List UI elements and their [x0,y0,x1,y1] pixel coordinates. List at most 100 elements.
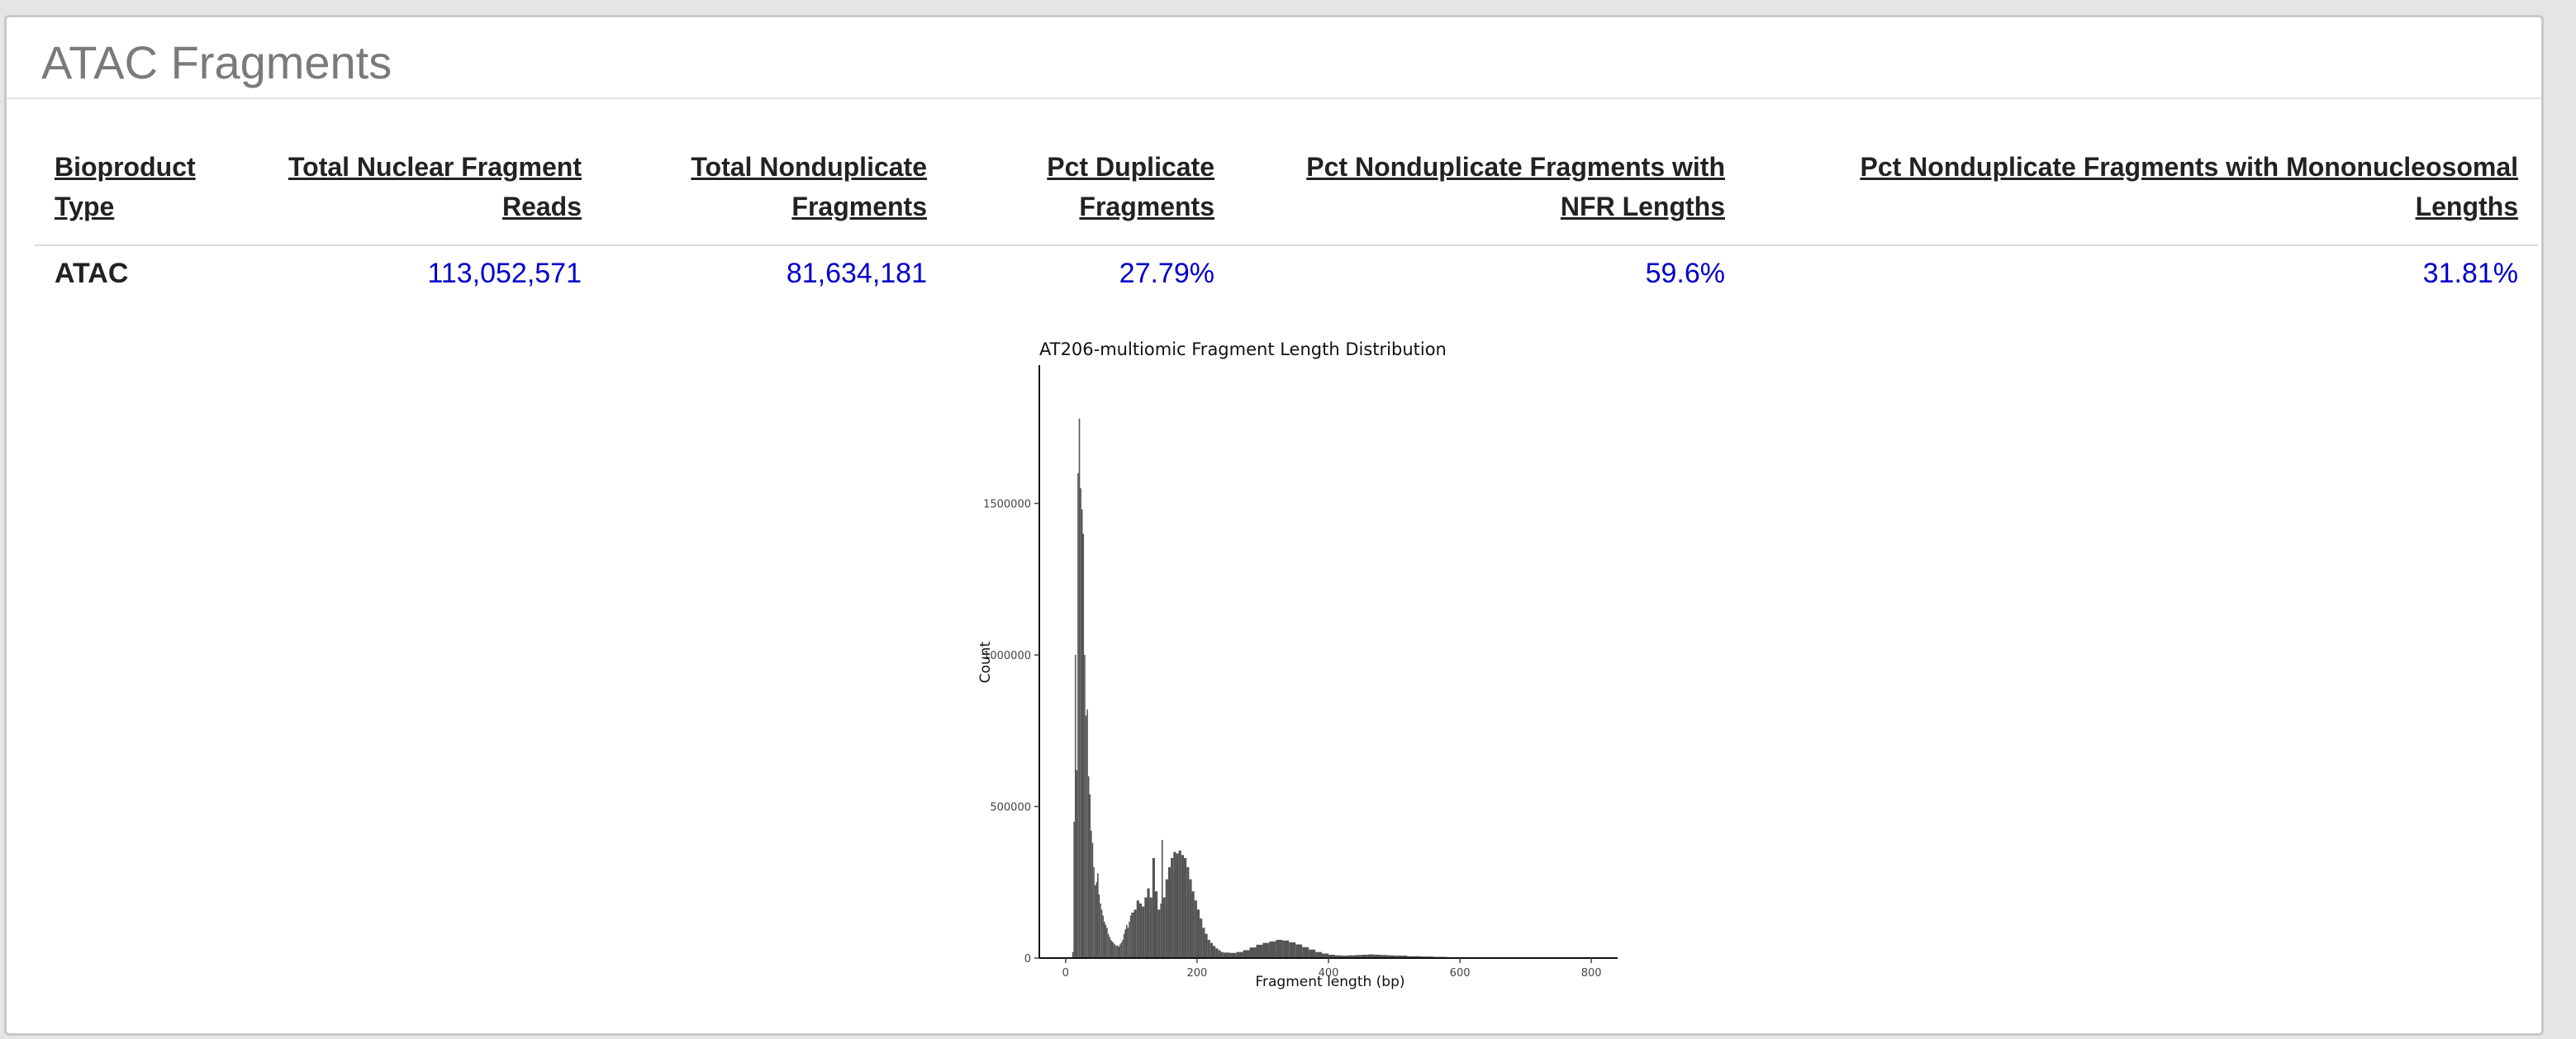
histogram-bar [1076,770,1078,958]
histogram-bar [1149,897,1153,958]
histogram-bar [1127,928,1129,958]
histogram-bar [1114,944,1116,958]
histogram-bar [1111,941,1114,958]
histogram-bar [1354,955,1362,958]
histogram-bar [1328,954,1335,958]
histogram-bar [1249,947,1257,958]
histogram-bar [1123,933,1125,958]
histogram-bar [1191,891,1195,958]
metrics-table: Bioproduct Type Total Nuclear Fragment R… [35,135,2538,301]
histogram-bar [1178,850,1181,958]
cell-bioproduct-type: ATAC [55,258,129,289]
x-axis: 0 200 400 600 800 [1039,957,1618,980]
histogram-bar [1093,866,1095,958]
cell-pct-nfr-lengths: 59.6% [1645,258,1725,289]
histogram-bars [1072,418,1593,958]
histogram-bar [1120,942,1123,958]
histogram-bar [1176,853,1179,958]
header-total-nonduplicate-fragments: Total Nonduplicate Fragments [601,135,947,246]
histogram-bar [1115,946,1117,958]
histogram-bar [1315,951,1323,958]
fragment-length-histogram: AT206-multiomic Fragment Length Distribu… [977,339,1618,990]
y-tick-label: 1500000 [983,499,1031,511]
histogram-bar [1347,955,1355,958]
panel-header: ATAC Fragments [7,17,2541,99]
histogram-bar [1089,794,1091,958]
histogram-bar [1189,879,1192,958]
histogram-bar [1361,954,1368,958]
header-pct-duplicate-fragments: Pct Duplicate Fragments [947,135,1234,246]
histogram-bar [1136,900,1139,958]
histogram-bar [1155,891,1158,958]
histogram-bar [1394,956,1408,958]
histogram-bar [1100,903,1101,958]
histogram-bar [1387,955,1395,958]
table-row: ATAC 113,052,571 81,634,181 27.79% 59.6%… [35,245,2538,301]
histogram-bar [1218,950,1221,958]
histogram-bar [1341,956,1348,958]
histogram-bar [1184,857,1187,958]
histogram-bar [1215,948,1219,958]
histogram-bar [1129,921,1130,958]
histogram-bar [1167,866,1172,958]
histogram-bar [1110,939,1112,958]
histogram-bar [1269,941,1276,958]
chart-title: AT206-multiomic Fragment Length Distribu… [1039,339,1447,359]
histogram-bar [1103,921,1105,958]
histogram-bar [1256,944,1263,958]
header-bioproduct-type: Bioproduct Type [35,135,264,246]
histogram-bar [1091,842,1094,958]
histogram-bar [1098,894,1100,958]
x-axis-label: Fragment length (bp) [1255,974,1404,990]
histogram-bar [1309,949,1316,958]
histogram-bar [1194,900,1197,958]
histogram-bar [1196,909,1200,958]
y-axis-label: Count [977,641,994,683]
histogram-bar [1086,709,1088,958]
y-axis: 0 500000 1000000 1500000 [983,365,1040,965]
histogram-bar [1134,909,1137,958]
histogram-bar [1097,873,1099,958]
y-tick-label: 1000000 [983,650,1031,662]
histogram-bar [1077,472,1079,958]
histogram-bar [1124,929,1126,958]
section-title: ATAC Fragments [41,36,392,88]
header-total-nuclear-fragment-reads: Total Nuclear Fragment Reads [264,135,601,246]
histogram-bar [1205,933,1208,958]
histogram-bar [1186,866,1190,958]
histogram-bar [1096,882,1097,958]
histogram-bar [1116,945,1119,958]
histogram-bar [1171,857,1174,958]
histogram-bar [1102,915,1104,958]
histogram-bar [1262,942,1270,958]
histogram-bar [1295,944,1303,958]
histogram-bar [1131,912,1134,958]
histogram-bar [1081,509,1083,958]
histogram-bar [1165,879,1168,958]
histogram-bar [1094,885,1096,958]
histogram-bar [1289,942,1296,958]
histogram-bar [1107,933,1110,958]
histogram-bar [1302,946,1309,958]
histogram-bar [1161,839,1163,958]
histogram-bar [1085,715,1087,958]
histogram-bar [1144,897,1148,958]
x-tick-label: 200 [1186,967,1207,980]
histogram-bar [1152,857,1155,958]
histogram-bar [1147,888,1150,958]
x-tick-label: 400 [1319,967,1339,980]
fragment-length-chart: AT206-multiomic Fragment Length Distribu… [950,330,1628,999]
histogram-bar [1229,952,1237,958]
histogram-bar [1129,915,1132,958]
cell-total-nuclear-fragment-reads: 113,052,571 [427,258,582,289]
histogram-bar [1210,942,1213,958]
histogram-bar [1367,954,1375,958]
histogram-bar [1100,909,1103,958]
histogram-bar [1105,924,1107,958]
cell-pct-mononucleosomal-lengths: 31.81% [2422,258,2518,289]
histogram-bar [1162,897,1166,958]
histogram-bar [1078,418,1081,958]
histogram-bar [1173,852,1176,958]
histogram-bar [1091,830,1092,958]
histogram-bar [1080,488,1081,958]
